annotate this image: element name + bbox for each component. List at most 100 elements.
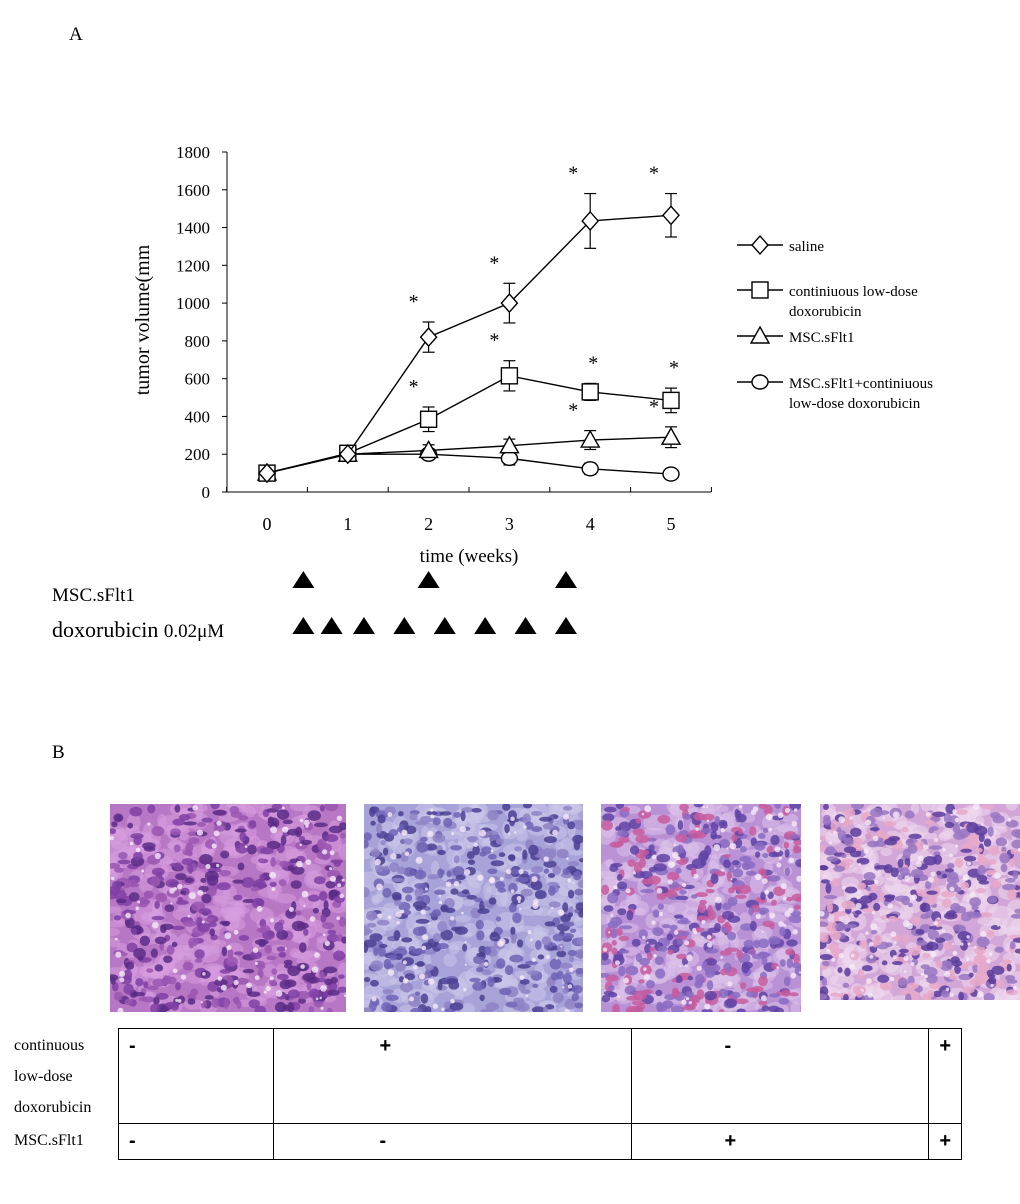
cell-nucleus xyxy=(150,876,161,887)
cell-nucleus xyxy=(624,985,636,995)
tissue-gap xyxy=(305,859,312,865)
cell-nucleus xyxy=(1009,941,1016,950)
legend-entry: MSC.sFlt1+continiuous low-dose doxorubici… xyxy=(737,374,933,412)
cell-nucleus xyxy=(499,987,512,996)
tissue-gap xyxy=(217,976,223,981)
cell-nucleus xyxy=(452,866,465,877)
cell-nucleus xyxy=(617,908,627,916)
cell-nucleus xyxy=(487,868,498,875)
cell-nucleus xyxy=(539,816,553,822)
tissue-gap xyxy=(269,976,274,981)
cell-nucleus xyxy=(383,865,390,870)
cell-nucleus xyxy=(364,832,372,841)
cell-nucleus xyxy=(900,989,914,996)
tissue-gap xyxy=(343,994,346,997)
cell-nucleus xyxy=(471,808,482,813)
cell-nucleus xyxy=(943,812,952,824)
cell-nucleus xyxy=(476,930,485,941)
tissue-patch xyxy=(212,886,231,904)
tissue-gap xyxy=(949,853,953,858)
cell-nucleus xyxy=(907,844,918,854)
tissue-gap xyxy=(752,806,759,812)
tissue-gap xyxy=(430,814,434,819)
cell-nucleus xyxy=(370,848,381,858)
tissue-gap xyxy=(324,940,331,947)
cell-nucleus xyxy=(199,854,213,865)
cell-nucleus xyxy=(657,814,671,824)
cell-nucleus xyxy=(719,839,730,849)
cell-nucleus xyxy=(884,838,898,846)
cell-nucleus xyxy=(610,928,618,939)
cell-nucleus xyxy=(694,892,708,898)
cell-nucleus xyxy=(410,1007,423,1012)
cell-nucleus xyxy=(718,988,729,999)
cell-nucleus xyxy=(956,809,968,815)
tissue-gap xyxy=(760,995,767,1002)
tissue-patch xyxy=(1005,804,1018,811)
tissue-gap xyxy=(701,919,706,925)
cell-nucleus xyxy=(567,949,577,957)
cell-nucleus xyxy=(543,860,557,868)
tissue-gap xyxy=(427,830,434,838)
cell-nucleus xyxy=(826,901,834,913)
cell-nucleus xyxy=(693,812,706,821)
cell-nucleus xyxy=(414,869,427,880)
tissue-gap xyxy=(1007,817,1012,822)
cell-nucleus xyxy=(619,949,630,954)
tissue-patch xyxy=(110,906,122,914)
tissue-gap xyxy=(910,962,915,967)
cell-nucleus xyxy=(453,855,460,864)
cell-nucleus xyxy=(760,891,766,901)
cell-nucleus xyxy=(556,848,569,859)
cell-nucleus xyxy=(276,946,286,952)
cell-nucleus xyxy=(313,999,324,1008)
cell-nucleus xyxy=(571,984,583,994)
cell-nucleus xyxy=(732,860,740,866)
cell-nucleus xyxy=(516,939,524,948)
cell-nucleus xyxy=(127,822,134,829)
cell-nucleus xyxy=(746,987,760,993)
cell-nucleus xyxy=(1004,877,1016,883)
cell-nucleus xyxy=(762,827,769,834)
tissue-gap xyxy=(887,903,893,909)
cell-nucleus xyxy=(575,902,583,912)
table-row: - - + + xyxy=(117,1123,962,1160)
cell-nucleus xyxy=(781,989,791,997)
tissue-patch xyxy=(292,950,314,959)
cell-nucleus xyxy=(403,909,412,916)
tissue-patch xyxy=(267,883,279,901)
cell-nucleus xyxy=(567,889,575,899)
cell-nucleus xyxy=(382,888,392,898)
cell-nucleus xyxy=(211,997,220,1008)
cell-nucleus xyxy=(549,985,558,993)
cell-nucleus xyxy=(507,854,516,861)
cell-nucleus xyxy=(376,823,383,834)
x-tick-label: 3 xyxy=(505,514,514,534)
cell-nucleus xyxy=(785,948,795,956)
cell-nucleus xyxy=(603,905,614,912)
cell-nucleus xyxy=(154,900,160,909)
cell-nucleus xyxy=(629,845,640,855)
cell-nucleus xyxy=(739,856,752,863)
cell-nucleus xyxy=(451,926,462,932)
tissue-patch xyxy=(560,837,574,852)
tissue-gap xyxy=(972,804,980,810)
cell-nucleus xyxy=(820,879,830,884)
cell-nucleus xyxy=(544,921,556,927)
cell-nucleus xyxy=(276,809,290,820)
cell-nucleus xyxy=(844,886,858,894)
cell-nucleus xyxy=(474,897,483,903)
tissue-gap xyxy=(651,920,656,925)
tissue-patch xyxy=(830,973,855,987)
cell-nucleus xyxy=(761,954,768,966)
cell-nucleus xyxy=(618,965,626,977)
cell-nucleus xyxy=(502,804,511,811)
tissue-gap xyxy=(244,845,248,848)
significance-marker: * xyxy=(669,357,679,379)
cell-nucleus xyxy=(879,891,886,902)
cell-nucleus xyxy=(842,982,850,988)
cell-nucleus xyxy=(940,890,955,898)
cell-nucleus xyxy=(233,894,243,901)
tissue-gap xyxy=(768,912,776,919)
cell-nucleus xyxy=(994,946,1004,953)
